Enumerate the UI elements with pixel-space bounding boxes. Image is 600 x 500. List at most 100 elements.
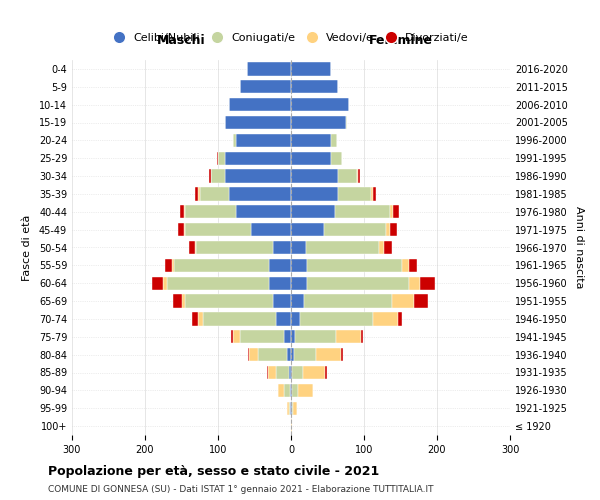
- Bar: [250, 348, 258, 362]
- Bar: [291, 205, 335, 218]
- Bar: [291, 98, 349, 112]
- Bar: [338, 170, 356, 183]
- Bar: [226, 116, 291, 129]
- Bar: [291, 294, 304, 308]
- Bar: [324, 223, 386, 236]
- Bar: [304, 366, 325, 379]
- Bar: [373, 187, 376, 200]
- Bar: [413, 294, 428, 308]
- Bar: [389, 205, 393, 218]
- Bar: [325, 366, 327, 379]
- Bar: [172, 258, 174, 272]
- Bar: [402, 258, 409, 272]
- Bar: [291, 187, 338, 200]
- Bar: [392, 294, 413, 308]
- Bar: [293, 402, 297, 415]
- Bar: [287, 348, 291, 362]
- Bar: [292, 366, 304, 379]
- Bar: [291, 384, 292, 397]
- Bar: [420, 276, 435, 290]
- Bar: [189, 241, 194, 254]
- Bar: [174, 258, 269, 272]
- Bar: [267, 366, 268, 379]
- Bar: [196, 241, 273, 254]
- Bar: [165, 258, 172, 272]
- Bar: [178, 223, 184, 236]
- Bar: [152, 276, 163, 290]
- Text: Popolazione per età, sesso e stato civile - 2021: Popolazione per età, sesso e stato civil…: [48, 465, 379, 478]
- Bar: [167, 276, 269, 290]
- Bar: [291, 223, 324, 236]
- Bar: [194, 187, 198, 200]
- Bar: [386, 223, 389, 236]
- Bar: [291, 420, 292, 433]
- Bar: [385, 241, 392, 254]
- Bar: [291, 170, 338, 183]
- Bar: [278, 384, 284, 397]
- Bar: [298, 384, 313, 397]
- Bar: [356, 170, 358, 183]
- Bar: [248, 348, 250, 362]
- Bar: [291, 62, 331, 76]
- Bar: [292, 402, 293, 415]
- Bar: [291, 366, 292, 379]
- Bar: [192, 312, 197, 326]
- Bar: [291, 134, 331, 147]
- Bar: [409, 276, 420, 290]
- Bar: [231, 330, 233, 344]
- Bar: [236, 134, 291, 147]
- Bar: [291, 241, 305, 254]
- Bar: [240, 330, 284, 344]
- Bar: [273, 294, 291, 308]
- Bar: [200, 187, 229, 200]
- Bar: [291, 402, 292, 415]
- Bar: [211, 170, 226, 183]
- Bar: [294, 348, 316, 362]
- Bar: [290, 402, 291, 415]
- Bar: [291, 116, 346, 129]
- Bar: [236, 205, 291, 218]
- Bar: [185, 223, 251, 236]
- Bar: [209, 170, 211, 183]
- Bar: [291, 152, 331, 165]
- Bar: [277, 312, 291, 326]
- Bar: [331, 134, 337, 147]
- Bar: [226, 170, 291, 183]
- Bar: [341, 348, 343, 362]
- Bar: [198, 187, 200, 200]
- Bar: [361, 330, 362, 344]
- Bar: [291, 258, 307, 272]
- Bar: [268, 366, 275, 379]
- Bar: [197, 312, 203, 326]
- Bar: [185, 205, 236, 218]
- Bar: [273, 241, 291, 254]
- Bar: [229, 187, 291, 200]
- Bar: [291, 80, 338, 94]
- Y-axis label: Anni di nascita: Anni di nascita: [574, 206, 584, 289]
- Bar: [307, 258, 402, 272]
- Bar: [269, 258, 291, 272]
- Bar: [358, 170, 359, 183]
- Bar: [233, 134, 236, 147]
- Y-axis label: Fasce di età: Fasce di età: [22, 214, 32, 280]
- Bar: [275, 366, 289, 379]
- Bar: [373, 312, 398, 326]
- Text: Femmine: Femmine: [368, 34, 433, 48]
- Bar: [218, 152, 226, 165]
- Bar: [338, 187, 371, 200]
- Bar: [346, 116, 347, 129]
- Bar: [398, 312, 402, 326]
- Bar: [181, 294, 185, 308]
- Bar: [335, 205, 389, 218]
- Bar: [290, 384, 291, 397]
- Bar: [284, 384, 290, 397]
- Bar: [305, 241, 379, 254]
- Bar: [304, 294, 392, 308]
- Bar: [295, 330, 335, 344]
- Bar: [240, 80, 291, 94]
- Bar: [379, 241, 385, 254]
- Bar: [229, 98, 291, 112]
- Bar: [163, 276, 167, 290]
- Bar: [258, 348, 287, 362]
- Bar: [291, 276, 307, 290]
